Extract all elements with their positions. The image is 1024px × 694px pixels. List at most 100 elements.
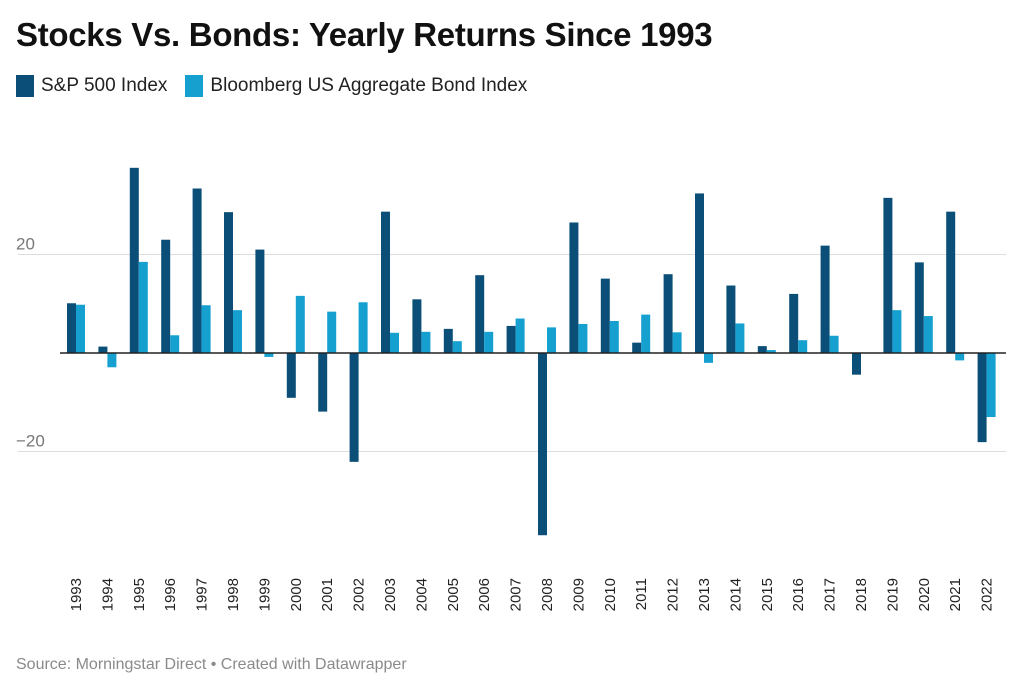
x-tick-label: 2021 xyxy=(947,578,964,611)
bar-stocks xyxy=(192,188,202,353)
bar-stocks xyxy=(412,299,422,353)
bar-bonds xyxy=(641,314,651,353)
x-tick-label: 1995 xyxy=(131,578,148,611)
bar-bonds xyxy=(704,353,713,363)
x-tick-label: 2014 xyxy=(727,578,744,611)
bar-stocks xyxy=(255,249,265,353)
x-tick-label: 2017 xyxy=(822,578,839,611)
x-tick-label: 2004 xyxy=(413,578,430,611)
x-tick-label: 2018 xyxy=(853,578,870,611)
bar-stocks xyxy=(161,239,171,353)
bar-bonds xyxy=(892,310,902,353)
bar-bonds xyxy=(201,305,211,353)
bar-stocks xyxy=(475,275,485,353)
x-tick-label: 2002 xyxy=(351,578,368,611)
x-tick-label: 2013 xyxy=(696,578,713,611)
bar-stocks xyxy=(67,303,76,353)
x-tick-label: 2019 xyxy=(884,578,901,611)
x-tick-label: 2000 xyxy=(288,578,305,611)
y-tick-label: −20 xyxy=(16,432,45,451)
bar-stocks xyxy=(977,353,987,443)
legend-label-bonds: Bloomberg US Aggregate Bond Index xyxy=(210,75,528,96)
bar-stocks xyxy=(632,342,642,353)
bar-bonds xyxy=(798,340,808,353)
x-tick-label: 2020 xyxy=(916,578,933,611)
x-tick-label: 2006 xyxy=(476,578,493,611)
bar-stocks xyxy=(789,293,799,353)
bar-stocks xyxy=(286,353,296,398)
bar-stocks xyxy=(757,346,767,353)
bar-bonds xyxy=(923,316,933,353)
legend-item-bonds: Bloomberg US Aggregate Bond Index xyxy=(185,75,527,97)
bar-stocks xyxy=(569,222,579,353)
bar-stocks xyxy=(98,346,108,353)
x-tick-label: 2022 xyxy=(979,578,996,611)
x-tick-label: 2005 xyxy=(445,578,462,611)
bar-bonds xyxy=(138,261,148,353)
bar-stocks xyxy=(443,328,453,353)
x-tick-label: 2008 xyxy=(539,578,556,611)
bar-bonds xyxy=(452,341,462,353)
bar-stocks xyxy=(695,193,704,353)
legend-swatch-bonds xyxy=(185,75,204,97)
bar-bonds xyxy=(233,310,242,353)
x-tick-label: 2007 xyxy=(508,578,525,611)
x-tick-label: 2001 xyxy=(319,578,336,611)
bar-bonds xyxy=(327,311,337,353)
legend-label-stocks: S&P 500 Index xyxy=(41,75,168,96)
bar-stocks xyxy=(946,211,956,353)
bar-bonds xyxy=(264,353,274,357)
legend-swatch-stocks xyxy=(16,75,34,97)
x-tick-label: 2010 xyxy=(602,578,619,611)
bar-stocks xyxy=(129,167,139,353)
bar-stocks xyxy=(600,278,610,353)
x-tick-label: 2012 xyxy=(665,578,682,611)
source-note: Source: Morningstar Direct • Created wit… xyxy=(16,656,407,673)
legend: S&P 500 Index Bloomberg US Aggregate Bon… xyxy=(16,75,527,97)
bar-bonds xyxy=(547,327,556,353)
bar-bonds xyxy=(578,323,588,353)
bar-stocks xyxy=(224,212,233,353)
x-tick-label: 2016 xyxy=(790,578,807,611)
bar-stocks xyxy=(883,197,893,353)
bar-bonds xyxy=(170,335,180,353)
bar-stocks xyxy=(506,325,516,353)
bar-stocks xyxy=(538,353,547,536)
x-tick-label: 1994 xyxy=(99,578,116,611)
x-tick-label: 2003 xyxy=(382,578,399,611)
bar-stocks xyxy=(914,262,924,353)
bar-stocks xyxy=(852,353,861,375)
bar-bonds xyxy=(735,323,745,353)
x-tick-label: 2009 xyxy=(570,578,587,611)
x-tick-label: 1998 xyxy=(225,578,242,611)
bar-bonds xyxy=(955,353,965,361)
y-tick-label: 20 xyxy=(16,235,35,254)
bar-stocks xyxy=(820,245,830,353)
x-tick-label: 2015 xyxy=(759,578,776,611)
bar-bonds xyxy=(766,350,776,353)
legend-item-stocks: S&P 500 Index xyxy=(16,75,167,97)
chart-title: Stocks Vs. Bonds: Yearly Returns Since 1… xyxy=(16,16,713,53)
x-tick-label: 1996 xyxy=(162,578,179,611)
bar-bonds xyxy=(295,295,305,353)
bar-bonds xyxy=(76,304,85,353)
bar-bonds xyxy=(390,332,399,353)
bar-bonds xyxy=(358,302,368,353)
bar-bonds xyxy=(484,331,494,353)
x-tick-label: 1999 xyxy=(256,578,273,611)
bar-bonds xyxy=(515,318,525,353)
bar-stocks xyxy=(726,285,736,353)
bar-stocks xyxy=(663,274,673,353)
bar-bonds xyxy=(829,335,839,353)
bar-stocks xyxy=(318,353,328,412)
bar-bonds xyxy=(107,353,117,368)
bar-bonds xyxy=(986,353,996,418)
x-tick-label: 1993 xyxy=(68,578,85,611)
bar-bonds xyxy=(421,331,431,353)
bar-bonds xyxy=(609,320,619,353)
bar-stocks xyxy=(349,353,359,462)
bar-stocks xyxy=(381,211,390,353)
x-tick-label: 2011 xyxy=(633,578,650,610)
bar-bonds xyxy=(672,332,682,353)
